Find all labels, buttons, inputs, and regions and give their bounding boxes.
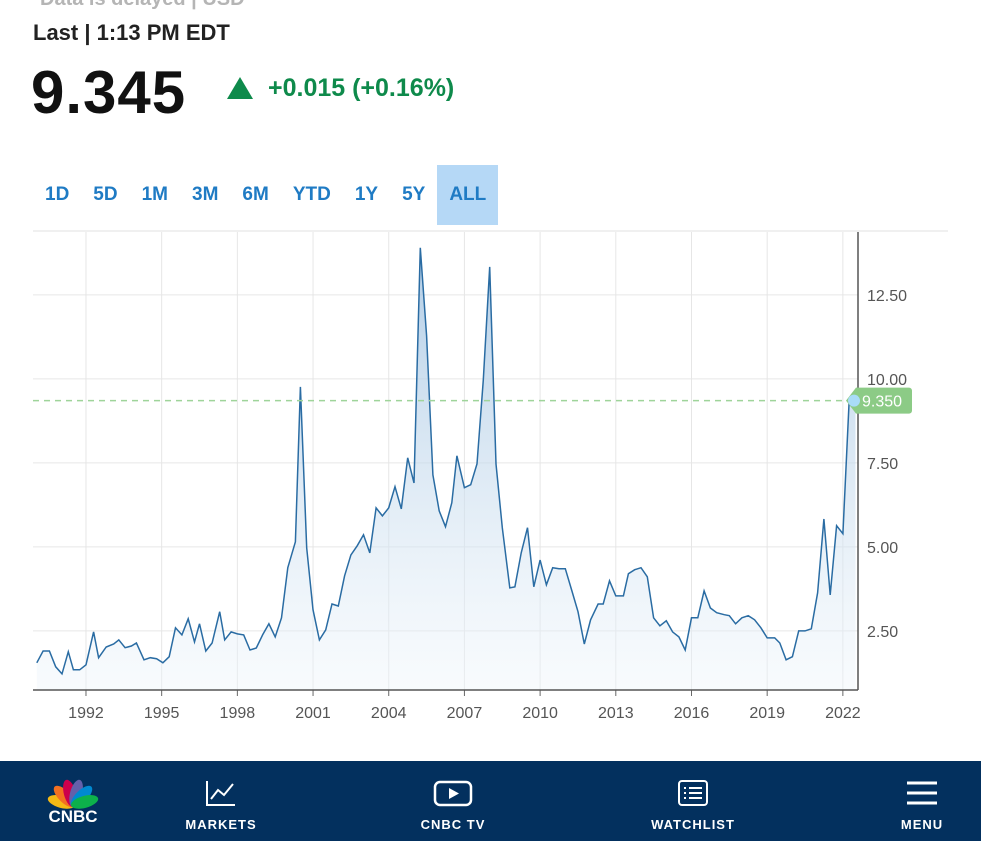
range-button[interactable]: 1M (141, 184, 168, 205)
watchlist-icon (678, 780, 708, 806)
nav-label: MENU (900, 817, 944, 832)
area-fill (36, 247, 856, 691)
last-value-dot (848, 394, 860, 407)
range-button[interactable]: ALL (437, 165, 499, 225)
markets-icon (206, 781, 235, 806)
x-tick-label: 2016 (674, 705, 710, 722)
y-tick-label: 5.00 (867, 540, 898, 557)
x-tick-label: 2019 (749, 705, 785, 722)
nav-label: MARKETS (185, 817, 257, 832)
y-tick-label: 12.50 (867, 288, 907, 305)
x-tick-label: 2010 (522, 705, 558, 722)
nav-label: CNBC TV (420, 817, 486, 832)
y-tick-label: 2.50 (867, 624, 898, 641)
tv-icon (433, 780, 473, 807)
y-tick-label: 10.00 (867, 372, 907, 389)
x-tick-label: 2001 (295, 705, 331, 722)
range-button[interactable]: 6M (242, 184, 269, 205)
nav-menu[interactable]: MENU (892, 761, 952, 841)
bottom-nav: CNBC MARKETS CNBC TV WATCHLIST MENU (0, 761, 981, 841)
delayed-note: Data is delayed | USD (40, 0, 245, 11)
range-button[interactable]: 5D (93, 184, 118, 205)
nav-label: WATCHLIST (651, 817, 735, 832)
menu-icon (907, 781, 937, 805)
x-tick-label: 1992 (68, 705, 104, 722)
last-time: Last | 1:13 PM EDT (33, 20, 230, 45)
price: 9.345 (31, 59, 187, 126)
price-change: +0.015 (+0.16%) (268, 74, 455, 102)
range-button[interactable]: 5Y (402, 184, 426, 205)
x-tick-label: 1998 (220, 705, 256, 722)
range-button[interactable]: 1Y (354, 184, 379, 205)
nav-watchlist[interactable]: WATCHLIST (643, 761, 743, 841)
peacock (47, 779, 99, 809)
logo[interactable]: CNBC (30, 761, 116, 841)
nav-tv[interactable]: CNBC TV (408, 761, 498, 841)
x-tick-label: 2013 (598, 705, 634, 722)
x-tick-label: 2007 (447, 705, 483, 722)
range-button[interactable]: YTD (292, 184, 331, 205)
range-button[interactable]: 1D (45, 184, 70, 205)
last-value-label: 9.350 (862, 394, 902, 411)
nav-markets[interactable]: MARKETS (176, 761, 266, 841)
range-selector: 1D 5D 1M 3M 6M YTD 1Y 5Y ALL (33, 165, 499, 225)
price-line (36, 247, 856, 676)
last-value-badge (846, 387, 912, 414)
chart: 2.50 5.00 7.50 10.00 12.50 1992 1995 1998 2001 20… (33, 230, 948, 722)
x-tick-label: 1995 (144, 705, 180, 722)
y-tick-label: 7.50 (867, 456, 898, 473)
range-button[interactable]: 3M (192, 184, 219, 205)
logo-text: CNBC (48, 807, 98, 826)
up-arrow (227, 77, 253, 99)
x-tick-label: 2022 (825, 705, 861, 722)
x-tick-label: 2004 (371, 705, 407, 722)
